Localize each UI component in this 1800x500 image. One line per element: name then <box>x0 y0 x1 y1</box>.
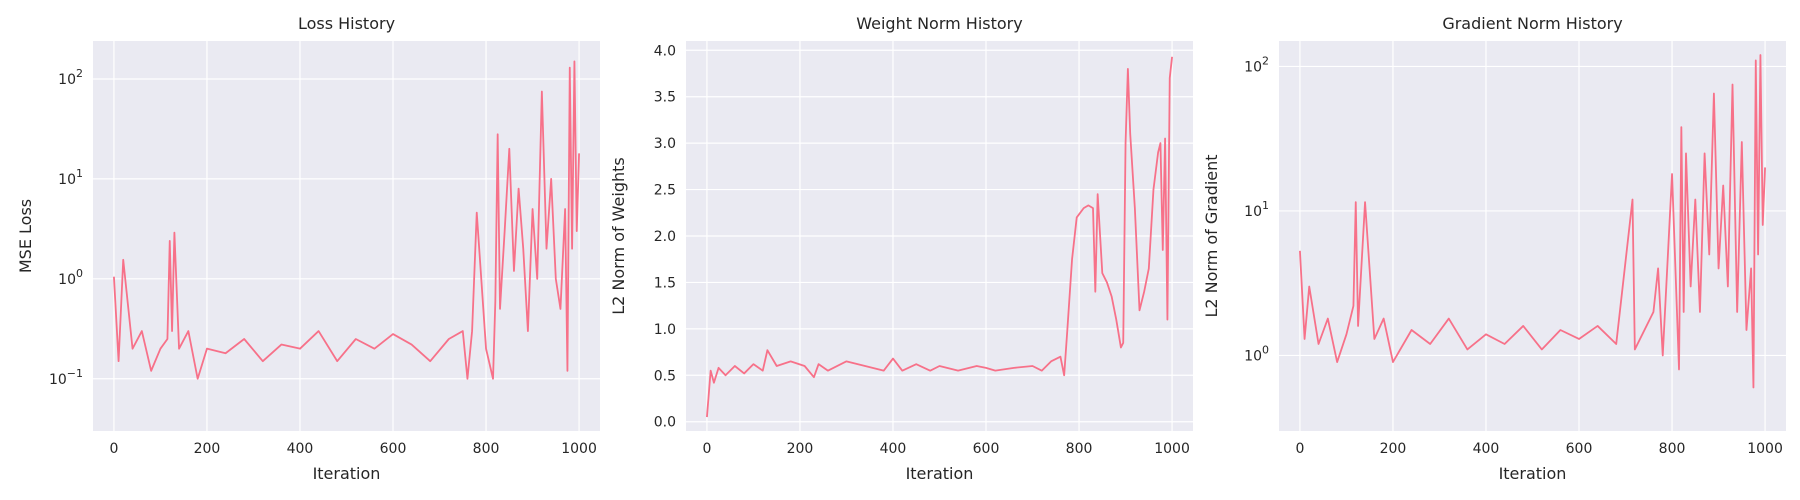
x-tick-label: 200 <box>1380 441 1407 457</box>
y-tick-label: 3.5 <box>654 90 676 106</box>
x-tick-label: 600 <box>973 441 1000 457</box>
x-axis-label: Iteration <box>1499 464 1567 483</box>
y-tick-label: 3.0 <box>654 136 676 152</box>
x-axis-label: Iteration <box>906 464 974 483</box>
weight-norm-history-panel: 0 200 400 600 800 1000 0.0 0.5 1.0 1.5 2.0 2.5 3.0 3.… <box>609 14 1193 483</box>
x-tick-label: 200 <box>194 441 221 457</box>
x-tick-label: 800 <box>1659 441 1686 457</box>
y-tick-exponent: 2 <box>1262 54 1269 67</box>
y-tick-base: 10 <box>49 372 67 388</box>
y-tick-label: 101 <box>1244 199 1269 220</box>
y-tick-label: 2.0 <box>654 229 676 245</box>
y-axis-label: L2 Norm of Gradient <box>1202 154 1221 317</box>
y-tick-exponent: 0 <box>76 267 83 280</box>
y-tick-label: 1.0 <box>654 322 676 338</box>
chart-title: Loss History <box>298 14 395 33</box>
x-tick-label: 400 <box>1473 441 1500 457</box>
x-tick-label: 0 <box>702 441 711 457</box>
y-tick-base: 10 <box>1244 204 1262 220</box>
x-tick-label: 400 <box>880 441 907 457</box>
y-tick-label: 1.5 <box>654 275 676 291</box>
y-tick-exponent: −1 <box>67 367 83 380</box>
chart-title: Weight Norm History <box>856 14 1022 33</box>
y-tick-exponent: 1 <box>1262 199 1269 212</box>
series-line <box>706 56 1173 418</box>
y-axis-label: MSE Loss <box>16 199 35 273</box>
x-axis-label: Iteration <box>313 464 381 483</box>
x-tick-label: 400 <box>287 441 314 457</box>
x-tick-label: 800 <box>473 441 500 457</box>
x-tick-label: 0 <box>1295 441 1304 457</box>
y-tick-base: 10 <box>58 172 76 188</box>
y-tick-label: 102 <box>58 67 83 88</box>
y-tick-label: 0.5 <box>654 368 676 384</box>
y-tick-label: 102 <box>1244 54 1269 75</box>
y-tick-label: 0.0 <box>654 415 676 431</box>
series-line <box>1299 54 1766 389</box>
y-tick-label: 100 <box>1244 343 1269 364</box>
y-tick-label: 10−1 <box>49 367 83 388</box>
x-tick-label: 1000 <box>561 441 597 457</box>
y-tick-base: 10 <box>58 72 76 88</box>
y-tick-exponent: 0 <box>1262 343 1269 356</box>
x-tick-label: 200 <box>787 441 814 457</box>
y-tick-base: 10 <box>58 272 76 288</box>
x-tick-label: 600 <box>1566 441 1593 457</box>
x-tick-label: 0 <box>109 441 118 457</box>
plot-area <box>93 41 600 431</box>
y-tick-exponent: 2 <box>76 67 83 80</box>
series-line <box>113 60 580 380</box>
y-tick-label: 2.5 <box>654 183 676 199</box>
x-tick-label: 800 <box>1066 441 1093 457</box>
x-tick-label: 1000 <box>1747 441 1783 457</box>
x-tick-label: 600 <box>380 441 407 457</box>
y-tick-base: 10 <box>1244 348 1262 364</box>
y-axis-label: L2 Norm of Weights <box>609 157 628 315</box>
chart-title: Gradient Norm History <box>1442 14 1622 33</box>
x-tick-label: 1000 <box>1154 441 1190 457</box>
y-tick-label: 100 <box>58 267 83 288</box>
y-tick-base: 10 <box>1244 59 1262 75</box>
y-tick-exponent: 1 <box>76 167 83 180</box>
y-tick-label: 4.0 <box>654 43 676 59</box>
y-tick-label: 101 <box>58 167 83 188</box>
